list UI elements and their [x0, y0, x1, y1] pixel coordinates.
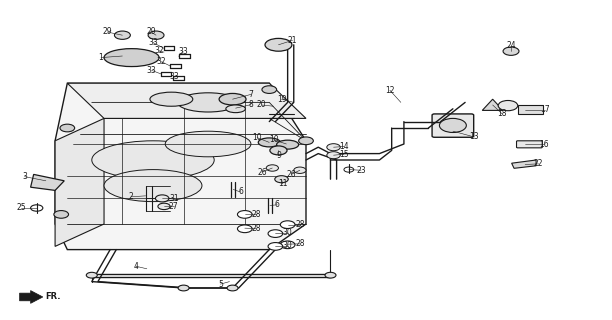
Polygon shape — [55, 83, 306, 250]
Text: 5: 5 — [218, 280, 223, 289]
Text: 24: 24 — [506, 41, 516, 50]
Text: 15: 15 — [339, 150, 349, 159]
Ellipse shape — [258, 138, 280, 147]
Circle shape — [503, 47, 519, 55]
Text: 23: 23 — [356, 166, 366, 175]
Circle shape — [178, 285, 189, 291]
Polygon shape — [31, 174, 64, 190]
Text: 11: 11 — [278, 180, 288, 188]
FancyBboxPatch shape — [517, 141, 542, 148]
Ellipse shape — [265, 38, 292, 51]
Circle shape — [280, 241, 295, 249]
Text: 17: 17 — [540, 105, 550, 114]
Text: 33: 33 — [178, 47, 188, 56]
Text: 21: 21 — [288, 36, 297, 45]
Circle shape — [325, 272, 336, 278]
Text: 19: 19 — [277, 95, 286, 104]
Text: 28: 28 — [295, 239, 305, 248]
Text: 8: 8 — [248, 100, 253, 109]
FancyBboxPatch shape — [518, 105, 543, 114]
Text: 7: 7 — [248, 90, 253, 99]
Text: 4: 4 — [133, 262, 138, 271]
Polygon shape — [55, 118, 104, 246]
Ellipse shape — [165, 131, 251, 157]
Circle shape — [280, 221, 295, 228]
Text: 22: 22 — [534, 159, 543, 168]
Text: 6: 6 — [275, 200, 280, 209]
Circle shape — [344, 167, 354, 172]
Text: 28: 28 — [251, 224, 261, 233]
Text: 9: 9 — [276, 151, 281, 160]
Text: FR.: FR. — [45, 292, 61, 301]
Text: 33: 33 — [147, 66, 157, 75]
Ellipse shape — [277, 140, 299, 149]
Text: 13: 13 — [469, 132, 479, 141]
Circle shape — [237, 211, 252, 218]
Circle shape — [275, 176, 288, 183]
Circle shape — [268, 243, 283, 250]
Circle shape — [294, 167, 306, 173]
Circle shape — [237, 225, 252, 233]
FancyBboxPatch shape — [432, 114, 474, 137]
Text: 30: 30 — [283, 228, 293, 237]
Text: 6: 6 — [238, 188, 243, 196]
Circle shape — [266, 165, 278, 171]
Text: 12: 12 — [385, 86, 395, 95]
Circle shape — [60, 124, 75, 132]
Text: 26: 26 — [286, 170, 296, 179]
Text: 10: 10 — [252, 133, 262, 142]
Ellipse shape — [92, 141, 214, 179]
Text: 1: 1 — [99, 53, 103, 62]
Circle shape — [327, 152, 340, 159]
Circle shape — [54, 211, 69, 218]
Text: 2: 2 — [129, 192, 133, 201]
Text: 14: 14 — [339, 142, 349, 151]
Circle shape — [158, 203, 170, 210]
Circle shape — [327, 144, 340, 151]
Circle shape — [155, 195, 169, 202]
Text: 33: 33 — [170, 72, 179, 81]
Circle shape — [262, 86, 277, 93]
Text: 10: 10 — [269, 135, 278, 144]
Text: 33: 33 — [148, 38, 158, 47]
Text: 3: 3 — [22, 172, 27, 181]
Ellipse shape — [219, 93, 246, 105]
Text: 18: 18 — [497, 109, 507, 118]
Text: 32: 32 — [154, 46, 164, 55]
Circle shape — [227, 285, 238, 291]
Circle shape — [86, 272, 97, 278]
Text: 29: 29 — [102, 28, 112, 36]
Text: 30: 30 — [283, 241, 293, 250]
Ellipse shape — [177, 93, 239, 112]
Text: 27: 27 — [169, 202, 179, 211]
Polygon shape — [20, 291, 43, 303]
Polygon shape — [512, 160, 536, 168]
Polygon shape — [482, 99, 503, 110]
Text: 16: 16 — [539, 140, 549, 149]
Circle shape — [268, 230, 283, 237]
Text: 29: 29 — [146, 28, 156, 36]
Text: 25: 25 — [17, 204, 26, 212]
Circle shape — [114, 31, 130, 39]
Ellipse shape — [104, 170, 202, 202]
Circle shape — [270, 146, 287, 155]
Ellipse shape — [226, 105, 245, 113]
Text: 28: 28 — [295, 220, 305, 229]
Text: 28: 28 — [251, 210, 261, 219]
Ellipse shape — [104, 49, 159, 67]
Ellipse shape — [150, 92, 193, 106]
Circle shape — [439, 118, 466, 132]
Circle shape — [498, 100, 518, 111]
Text: 32: 32 — [157, 57, 166, 66]
Text: 26: 26 — [257, 168, 267, 177]
Text: 20: 20 — [256, 100, 266, 109]
Circle shape — [299, 137, 313, 145]
Circle shape — [31, 205, 43, 211]
Polygon shape — [67, 83, 306, 118]
Text: 31: 31 — [169, 194, 179, 203]
Circle shape — [148, 31, 164, 39]
